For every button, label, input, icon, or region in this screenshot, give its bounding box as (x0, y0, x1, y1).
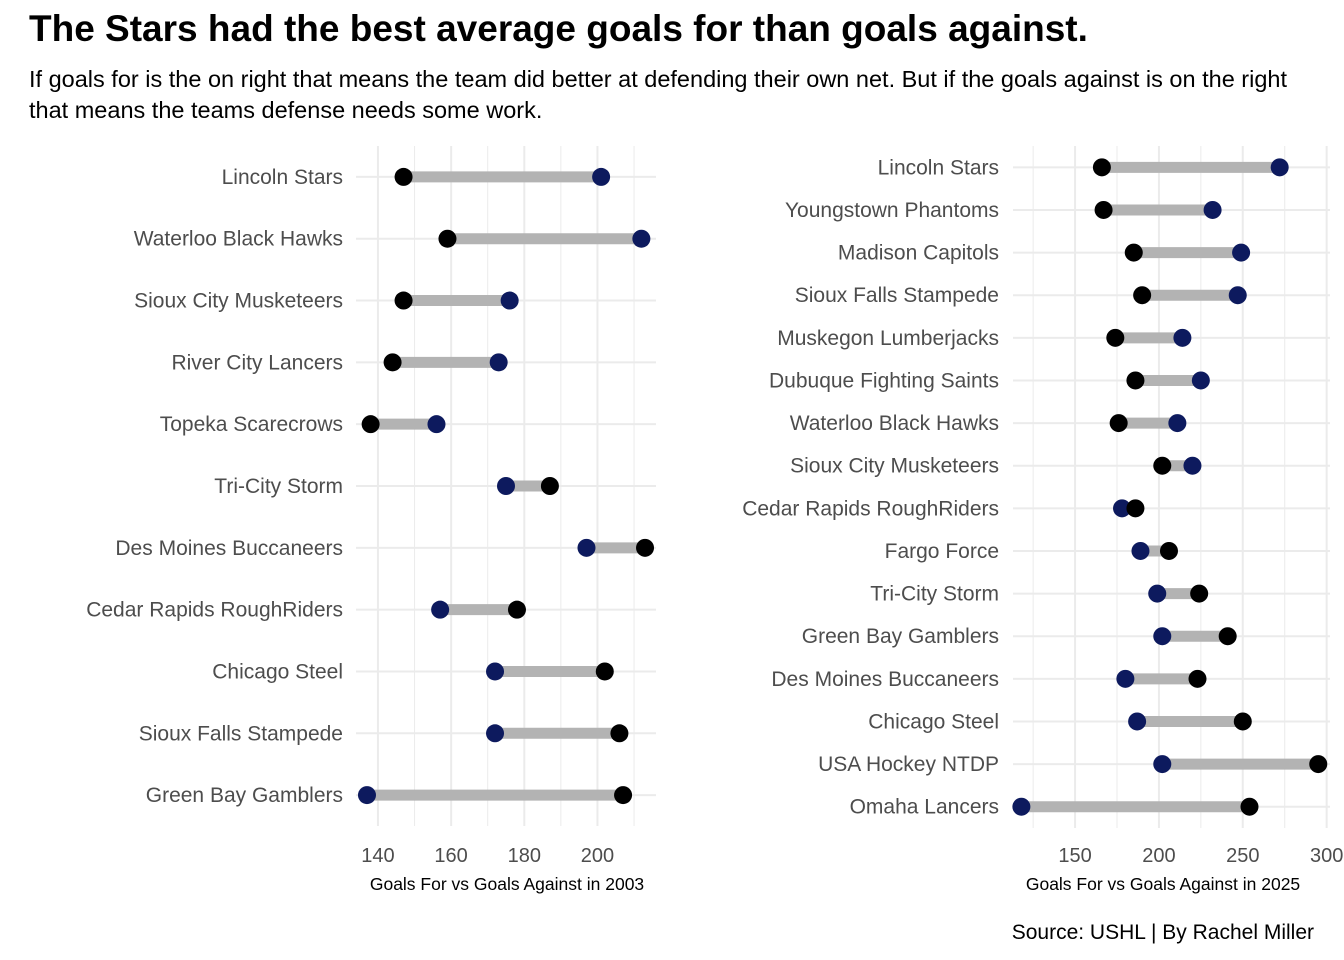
goals-against-point (1153, 627, 1172, 646)
x-axis-title: Goals For vs Goals Against in 2003 (370, 874, 644, 894)
goals-for-point (1092, 158, 1111, 177)
x-tick-label: 200 (1142, 845, 1175, 867)
goals-against-point (357, 786, 376, 805)
goals-against-point (497, 477, 515, 495)
category-label: Fargo Force (885, 540, 999, 563)
goals-for-point (394, 167, 413, 186)
goals-for-point (636, 538, 655, 557)
goals-against-point (427, 415, 446, 434)
goals-against-point (1148, 584, 1167, 603)
category-label: Tri-City Storm (870, 583, 999, 606)
x-tick-label: 200 (581, 845, 614, 867)
chart-subtitle: If goals for is the on right that means … (29, 66, 1288, 123)
goals-against-point (1012, 797, 1031, 816)
goals-for-point (394, 291, 413, 310)
goals-for-point (1153, 456, 1172, 475)
category-label: Waterloo Black Hawks (790, 412, 999, 435)
goals-for-point (1126, 499, 1145, 518)
goals-for-point (507, 600, 526, 619)
x-tick-label: 150 (1058, 845, 1091, 867)
goals-against-point (500, 291, 519, 310)
x-tick-label: 160 (434, 845, 467, 867)
goals-for-point (1309, 755, 1328, 774)
goals-against-point (486, 724, 505, 743)
x-axis-title: Goals For vs Goals Against in 2025 (1026, 874, 1300, 894)
category-label: Omaha Lancers (850, 796, 999, 819)
category-label: USA Hockey NTDP (818, 753, 999, 776)
category-label: Cedar Rapids RoughRiders (86, 599, 343, 622)
goals-for-point (610, 724, 629, 743)
goals-against-point (1168, 414, 1187, 433)
source-caption: Source: USHL | By Rachel Miller (1011, 921, 1314, 944)
goals-for-point (614, 786, 633, 805)
category-label: River City Lancers (171, 351, 343, 374)
category-label: Sioux City Musketeers (134, 290, 343, 313)
goals-against-point (1203, 200, 1222, 219)
goals-against-point (489, 353, 508, 372)
goals-for-point (1126, 371, 1145, 390)
goals-for-point (1240, 797, 1259, 816)
goals-for-point (1106, 328, 1125, 347)
category-label: Chicago Steel (868, 710, 999, 733)
category-label: Muskegon Lumberjacks (777, 327, 999, 350)
goals-for-point (438, 229, 457, 248)
category-label: Sioux City Musketeers (790, 455, 999, 478)
goals-for-point (361, 415, 380, 434)
goals-against-point (1128, 712, 1147, 731)
goals-against-point (1153, 755, 1172, 774)
goals-for-point (1133, 286, 1152, 305)
category-label: Green Bay Gamblers (802, 625, 999, 648)
goals-against-point (632, 229, 651, 248)
x-tick-label: 180 (508, 845, 541, 867)
goals-for-point (1188, 669, 1207, 688)
category-label: Des Moines Buccaneers (771, 668, 999, 691)
goals-for-point (1094, 200, 1113, 219)
category-label: Des Moines Buccaneers (115, 537, 343, 560)
category-label: Lincoln Stars (222, 166, 343, 189)
category-label: Lincoln Stars (878, 156, 999, 179)
category-label: Youngstown Phantoms (785, 199, 999, 222)
goals-against-point (577, 538, 596, 557)
goals-against-point (431, 600, 450, 619)
goals-against-point (1131, 541, 1150, 560)
goals-for-point (1190, 584, 1209, 603)
goals-against-point (1173, 328, 1192, 347)
category-label: Cedar Rapids RoughRiders (742, 497, 999, 520)
goals-against-point (1228, 286, 1247, 305)
category-label: Green Bay Gamblers (146, 784, 343, 807)
goals-against-point (1191, 371, 1210, 390)
goals-against-point (1116, 669, 1135, 688)
category-label: Tri-City Storm (214, 475, 343, 498)
chart-title: The Stars had the best average goals for… (29, 8, 1088, 49)
category-label: Dubuque Fighting Saints (769, 369, 999, 392)
category-label: Chicago Steel (212, 660, 343, 683)
goals-against-point (1113, 499, 1132, 518)
category-label: Sioux Falls Stampede (795, 284, 999, 307)
category-label: Topeka Scarecrows (160, 413, 343, 436)
goals-against-point (1270, 158, 1289, 177)
goals-for-point (1233, 712, 1252, 731)
x-tick-label: 140 (361, 845, 394, 867)
category-label: Waterloo Black Hawks (134, 228, 343, 251)
goals-for-point (1159, 541, 1178, 560)
x-tick-label: 250 (1226, 845, 1259, 867)
category-label: Madison Capitols (838, 242, 999, 265)
goals-for-point (1124, 243, 1143, 262)
goals-against-point (1232, 243, 1251, 262)
goals-for-point (595, 662, 614, 681)
goals-against-point (1183, 456, 1202, 475)
x-tick-label: 300 (1310, 845, 1343, 867)
goals-for-point (1109, 414, 1128, 433)
goals-for-point (540, 477, 559, 495)
goals-for-point (1218, 627, 1237, 646)
goals-against-point (592, 167, 611, 186)
goals-against-point (486, 662, 505, 681)
category-label: Sioux Falls Stampede (139, 722, 343, 745)
goals-for-point (383, 353, 402, 372)
